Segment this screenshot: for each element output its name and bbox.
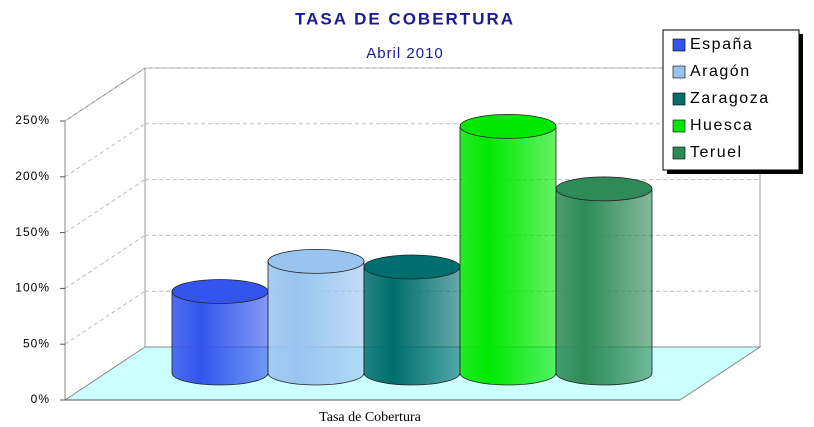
grid-line — [64, 234, 146, 289]
grid-line — [64, 179, 146, 234]
y-tick-label: 0% — [31, 392, 50, 406]
cylinder-body — [555, 188, 653, 386]
legend-swatch — [672, 65, 686, 79]
legend-label: Huesca — [690, 117, 753, 134]
legend-label: Teruel — [690, 144, 743, 161]
back-wall — [144, 67, 761, 347]
cylinder-top — [555, 176, 653, 202]
y-tick-label: 150% — [15, 225, 50, 239]
legend-swatch — [672, 119, 686, 133]
legend-label: Aragón — [690, 63, 751, 80]
legend — [662, 29, 800, 171]
y-tick-label: 100% — [15, 281, 50, 295]
cylinder-top — [459, 113, 557, 139]
grid-line — [64, 290, 146, 345]
y-tick-label: 250% — [15, 113, 50, 127]
grid-line — [64, 123, 146, 178]
legend-label: Zaragoza — [690, 90, 770, 107]
cylinder-top — [363, 254, 461, 280]
cylinder-body — [363, 266, 461, 386]
cylinder-body — [459, 125, 557, 386]
cylinder-top — [267, 248, 365, 274]
legend-swatch — [672, 92, 686, 106]
chart-title: TASA DE COBERTURA — [295, 9, 515, 28]
cylinder-body — [267, 261, 365, 386]
legend-label: España — [690, 36, 753, 53]
y-tick-label: 50% — [23, 336, 50, 350]
legend-swatch — [672, 38, 686, 52]
chart-subtitle: Abril 2010 — [366, 45, 444, 62]
cylinder-body — [171, 291, 269, 386]
x-tick-label: Tasa de Cobertura — [319, 410, 421, 425]
grid-line — [64, 67, 146, 122]
legend-swatch — [672, 146, 686, 160]
cylinder-top — [171, 279, 269, 304]
side-wall — [64, 67, 146, 400]
y-tick-label: 200% — [15, 169, 50, 183]
